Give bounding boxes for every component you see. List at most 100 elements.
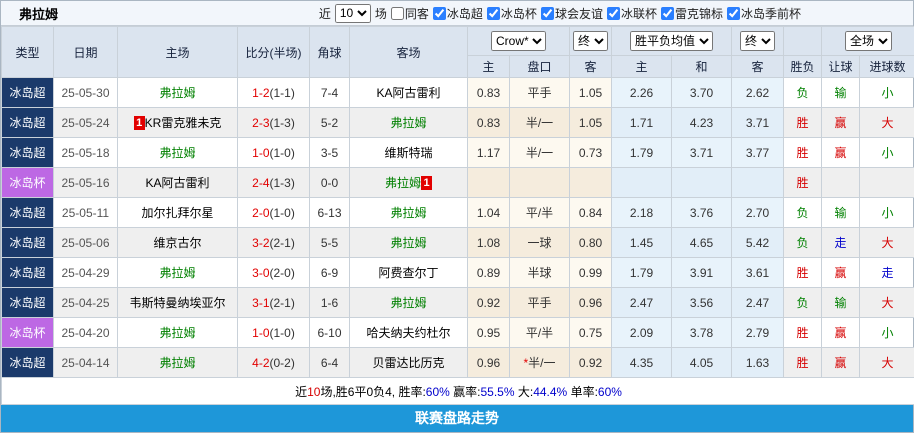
match-date: 25-05-16 xyxy=(54,168,118,198)
avg-home-odds: 1.71 xyxy=(612,108,672,138)
competition-type-badge: 冰岛超 xyxy=(2,258,54,288)
team-title: 弗拉姆 xyxy=(19,4,58,23)
col-header-handicap: 盘口 xyxy=(510,56,570,78)
competition-type-badge: 冰岛超 xyxy=(2,348,54,378)
avg-draw-odds xyxy=(672,168,732,198)
scope-select[interactable]: 全场 xyxy=(845,31,892,51)
competition-checkbox-2[interactable] xyxy=(541,7,554,20)
avg-home-odds: 1.79 xyxy=(612,258,672,288)
home-team: 弗拉姆 xyxy=(118,258,238,288)
near-games-select[interactable]: 10 xyxy=(335,4,371,23)
match-row: 冰岛超 25-04-25 韦斯特曼纳埃亚尔 3-1(2-1) 1-6 弗拉姆 0… xyxy=(2,288,914,318)
bookmaker-select[interactable]: Crow* xyxy=(491,31,546,51)
result-goals: 小 xyxy=(860,318,914,348)
avg-final-cell: 终 xyxy=(732,27,784,56)
away-team-name: 贝雷达比历克 xyxy=(372,356,444,370)
match-history-table: 类型 日期 主场 比分(半场) 角球 客场 Crow* 终 胜平负均值 终 全场… xyxy=(1,26,914,405)
half-time-score: (2-0) xyxy=(270,266,295,280)
avg-odds-select[interactable]: 胜平负均值 xyxy=(630,31,713,51)
odds-handicap: 一球 xyxy=(510,228,570,258)
competition-checkbox-0[interactable] xyxy=(433,7,446,20)
result-win-draw-loss: 胜 xyxy=(784,348,822,378)
handicap-text: 一球 xyxy=(527,236,551,250)
competition-checkbox-3[interactable] xyxy=(607,7,620,20)
same-venue-filter[interactable]: 同客 xyxy=(388,5,429,22)
odds-handicap: *半/一 xyxy=(510,348,570,378)
result-win-draw-loss: 负 xyxy=(784,78,822,108)
competition-filter-0[interactable]: 冰岛超 xyxy=(430,5,483,22)
handicap-text: 平/半 xyxy=(526,206,553,220)
competition-type-badge: 冰岛超 xyxy=(2,108,54,138)
avg-away-odds: 2.70 xyxy=(732,198,784,228)
games-suffix-label: 场 xyxy=(375,5,387,22)
away-team: 阿费查尔丁 xyxy=(350,258,468,288)
same-venue-checkbox[interactable] xyxy=(391,7,404,20)
bookmaker-select-cell: Crow* xyxy=(468,27,570,56)
match-date: 25-05-24 xyxy=(54,108,118,138)
result-win-draw-loss: 负 xyxy=(784,288,822,318)
competition-filter-2[interactable]: 球会友谊 xyxy=(538,5,603,22)
competition-checkbox-5[interactable] xyxy=(727,7,740,20)
half-time-score: (1-0) xyxy=(270,326,295,340)
avg-away-odds: 1.63 xyxy=(732,348,784,378)
competition-type-badge: 冰岛杯 xyxy=(2,318,54,348)
avg-draw-odds: 3.56 xyxy=(672,288,732,318)
competition-checkbox-1[interactable] xyxy=(487,7,500,20)
match-row: 冰岛杯 25-04-20 弗拉姆 1-0(1-0) 6-10 哈夫纳夫约杜尔 0… xyxy=(2,318,914,348)
avg-away-odds xyxy=(732,168,784,198)
result-win-draw-loss: 胜 xyxy=(784,258,822,288)
half-time-score: (1-3) xyxy=(270,116,295,130)
competition-checkbox-4[interactable] xyxy=(661,7,674,20)
full-time-score: 4-2 xyxy=(252,356,269,370)
bookmaker-final-select[interactable]: 终 xyxy=(573,31,608,51)
match-date: 25-05-30 xyxy=(54,78,118,108)
avg-away-odds: 3.71 xyxy=(732,108,784,138)
col-header-avg-draw: 和 xyxy=(672,56,732,78)
competition-filter-5[interactable]: 冰岛季前杯 xyxy=(724,5,801,22)
home-team: 弗拉姆 xyxy=(118,348,238,378)
odds-handicap: 半球 xyxy=(510,258,570,288)
full-time-score: 2-4 xyxy=(252,176,269,190)
match-date: 25-04-20 xyxy=(54,318,118,348)
avg-away-odds: 2.62 xyxy=(732,78,784,108)
odds-away: 0.73 xyxy=(570,138,612,168)
avg-home-odds xyxy=(612,168,672,198)
result-handicap: 赢 xyxy=(822,348,860,378)
match-date: 25-05-11 xyxy=(54,198,118,228)
competition-filter-4[interactable]: 雷克锦标 xyxy=(658,5,723,22)
competition-type-badge: 冰岛超 xyxy=(2,288,54,318)
col-header-type: 类型 xyxy=(2,27,54,78)
filter-bar: 弗拉姆 近 10 场 同客 冰岛超 冰岛杯 球会友谊 冰联杯 雷克锦标 冰岛季前… xyxy=(1,1,913,26)
result-goals: 大 xyxy=(860,108,914,138)
competition-filter-3[interactable]: 冰联杯 xyxy=(604,5,657,22)
full-time-score: 3-1 xyxy=(252,296,269,310)
near-label: 近 xyxy=(319,5,331,22)
home-team-name: KA阿古雷利 xyxy=(145,176,209,190)
away-team-name: 弗拉姆 xyxy=(385,176,421,190)
full-time-score: 1-0 xyxy=(252,326,269,340)
result-handicap xyxy=(822,168,860,198)
match-score: 2-3(1-3) xyxy=(238,108,310,138)
match-row: 冰岛超 25-05-11 加尔扎拜尔星 2-0(1-0) 6-13 弗拉姆 1.… xyxy=(2,198,914,228)
result-handicap: 赢 xyxy=(822,318,860,348)
match-score: 2-0(1-0) xyxy=(238,198,310,228)
avg-final-select[interactable]: 终 xyxy=(740,31,775,51)
competition-type-badge: 冰岛超 xyxy=(2,198,54,228)
odds-home: 0.95 xyxy=(468,318,510,348)
league-handicap-trend-header: 联赛盘路走势 xyxy=(0,405,914,433)
half-time-score: (2-1) xyxy=(270,296,295,310)
competition-filter-1[interactable]: 冰岛杯 xyxy=(484,5,537,22)
away-team: 哈夫纳夫约杜尔 xyxy=(350,318,468,348)
odds-handicap xyxy=(510,168,570,198)
corner-score: 1-6 xyxy=(310,288,350,318)
result-win-draw-loss: 胜 xyxy=(784,168,822,198)
match-score: 2-4(1-3) xyxy=(238,168,310,198)
avg-home-odds: 2.09 xyxy=(612,318,672,348)
odds-home: 1.08 xyxy=(468,228,510,258)
competition-type-badge: 冰岛超 xyxy=(2,138,54,168)
avg-draw-odds: 3.91 xyxy=(672,258,732,288)
odds-home: 0.83 xyxy=(468,78,510,108)
match-row: 冰岛超 25-04-14 弗拉姆 4-2(0-2) 6-4 贝雷达比历克 0.9… xyxy=(2,348,914,378)
odds-away: 0.80 xyxy=(570,228,612,258)
